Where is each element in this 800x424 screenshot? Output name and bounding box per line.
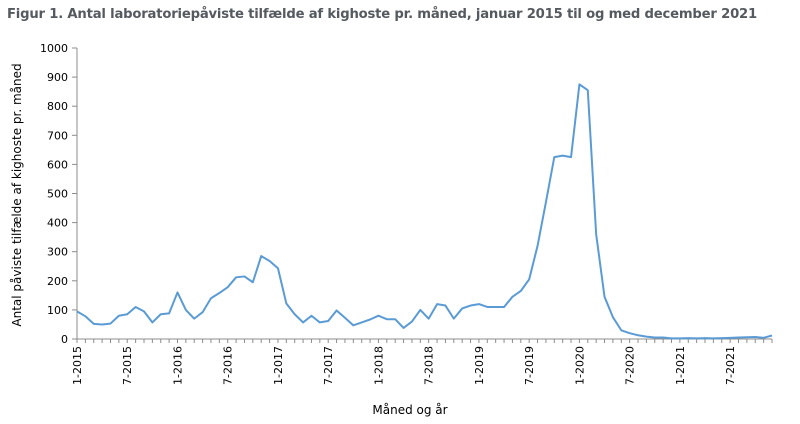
x-tick-label: 1-2021 xyxy=(674,346,687,385)
y-tick-label: 500 xyxy=(47,188,68,201)
x-tick-label: 1-2017 xyxy=(272,346,285,385)
y-tick-label: 800 xyxy=(47,100,68,113)
y-tick-label: 900 xyxy=(47,71,68,84)
x-tick-label: 7-2020 xyxy=(624,346,637,385)
y-tick-label: 0 xyxy=(61,333,68,346)
y-axis-title: Antal påviste tilfælde af kighoste pr. m… xyxy=(10,63,24,326)
series-line xyxy=(76,83,773,340)
x-tick-label: 1-2020 xyxy=(573,346,586,385)
x-tick-label: 1-2016 xyxy=(171,346,184,385)
x-tick-label: 7-2016 xyxy=(222,346,235,385)
figure-title: Figur 1. Antal laboratoriepåviste tilfæl… xyxy=(7,7,757,22)
x-tick-label: 7-2015 xyxy=(121,346,134,385)
x-tick-label: 7-2017 xyxy=(322,346,335,385)
x-tick-label: 7-2019 xyxy=(523,346,536,385)
x-tick-label: 1-2018 xyxy=(372,346,385,385)
x-axis: 1-2015 7-2015 1-2016 7-2016 1-2017 7-2017 1-20… xyxy=(71,338,773,385)
x-tick-label: 1-2019 xyxy=(473,346,486,385)
x-tick-label: 1-2015 xyxy=(71,346,84,385)
y-tick-label: 600 xyxy=(47,158,68,171)
y-tick-label: 700 xyxy=(47,129,68,142)
x-tick-label: 7-2018 xyxy=(423,346,436,385)
y-tick-label: 1000 xyxy=(40,42,68,55)
x-tick-label: 7-2021 xyxy=(724,346,737,385)
y-tick-label: 100 xyxy=(47,304,68,317)
y-tick-label: 200 xyxy=(47,275,68,288)
y-tick-label: 400 xyxy=(47,217,68,230)
x-axis-title: Måned og år xyxy=(372,403,447,417)
y-axis: 0 100 200 300 400 500 600 700 800 900 1000 xyxy=(40,42,78,346)
y-tick-label: 300 xyxy=(47,246,68,259)
